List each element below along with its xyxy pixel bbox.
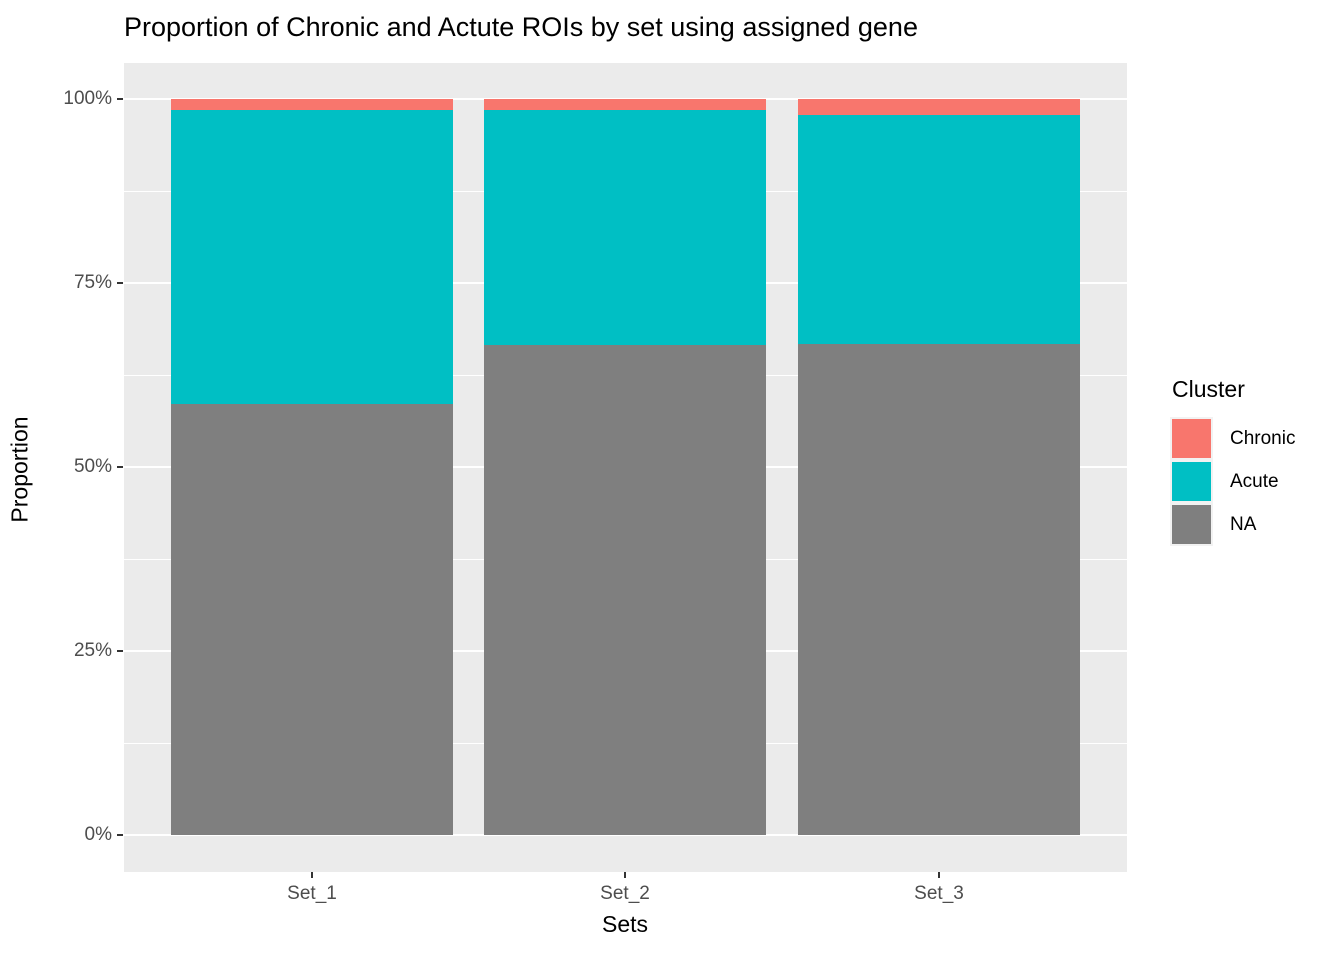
y-tick-label-0%: 0%: [84, 824, 112, 845]
bar-segment-na-set_2: [484, 344, 766, 835]
bar-segment-chronic-set_2: [484, 99, 766, 111]
legend-item-chronic: Chronic: [1170, 417, 1295, 460]
y-tick-label-100%: 100%: [63, 88, 112, 109]
legend: Cluster Chronic Acute NA: [1170, 376, 1295, 546]
legend-key: [1170, 417, 1213, 460]
y-tick-mark: [117, 282, 123, 284]
y-tick-label-50%: 50%: [73, 456, 112, 477]
legend-key: [1170, 460, 1213, 503]
x-tick-mark: [938, 872, 940, 878]
y-tick-mark: [117, 650, 123, 652]
bar-segment-chronic-set_1: [171, 99, 453, 111]
y-tick-mark: [117, 466, 123, 468]
x-axis-title: Sets: [601, 911, 649, 937]
bar-set_2: [484, 99, 766, 835]
y-tick-mark: [117, 98, 123, 100]
legend-title: Cluster: [1172, 376, 1245, 402]
bar-set_1: [171, 99, 453, 835]
bar-segment-acute-set_2: [484, 110, 766, 345]
y-tick-mark: [117, 834, 123, 836]
bar-segment-na-set_1: [171, 404, 453, 835]
y-tick-label-25%: 25%: [73, 640, 112, 661]
bar-set_3: [798, 99, 1080, 835]
x-tick-label-set_2: Set_2: [600, 883, 650, 904]
x-tick-mark: [311, 872, 313, 878]
bar-segment-na-set_3: [798, 344, 1080, 835]
legend-item-na: NA: [1170, 503, 1295, 546]
plot-panel: [124, 63, 1127, 872]
chart-title: Proportion of Chronic and Actute ROIs by…: [124, 12, 918, 42]
bar-segment-acute-set_1: [171, 110, 453, 405]
y-axis-title: Proportion: [6, 416, 33, 523]
legend-key: [1170, 503, 1213, 546]
legend-label-chronic: Chronic: [1230, 427, 1296, 449]
bar-segment-acute-set_3: [798, 115, 1080, 345]
bar-segment-chronic-set_3: [798, 99, 1080, 116]
legend-item-acute: Acute: [1170, 460, 1295, 503]
legend-label-na: NA: [1230, 513, 1257, 535]
legend-items: Chronic Acute NA: [1170, 417, 1295, 546]
legend-swatch-chronic: [1172, 419, 1211, 458]
legend-label-acute: Acute: [1230, 470, 1279, 492]
major-gridline: [124, 834, 1127, 836]
legend-swatch-na: [1172, 505, 1211, 544]
x-tick-label-set_3: Set_3: [914, 883, 964, 904]
legend-swatch-acute: [1172, 462, 1211, 501]
x-tick-mark: [624, 872, 626, 878]
y-tick-label-75%: 75%: [73, 272, 112, 293]
x-tick-label-set_1: Set_1: [287, 883, 337, 904]
